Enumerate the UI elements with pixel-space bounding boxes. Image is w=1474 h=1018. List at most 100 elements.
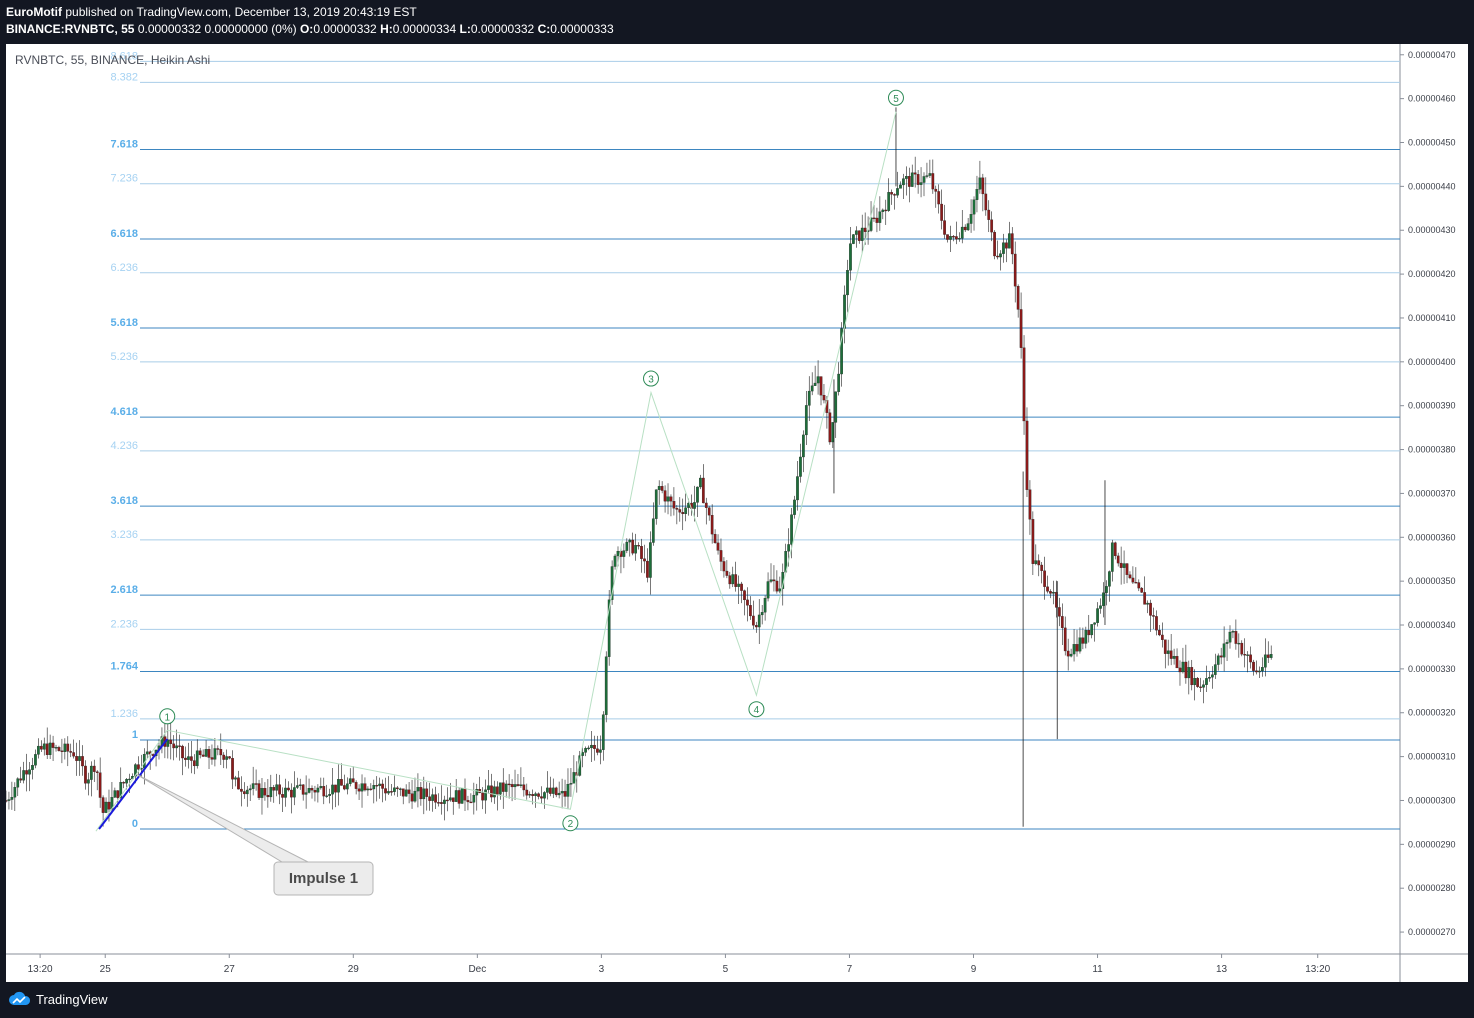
- candle-up: [1110, 542, 1114, 572]
- candle-down: [660, 486, 664, 491]
- wave-label: 5: [893, 94, 899, 105]
- price-tick-label: 0.00000310: [1408, 752, 1456, 762]
- price-tick-label: 0.00000440: [1408, 181, 1456, 191]
- candle-up: [807, 390, 811, 406]
- candle-up: [543, 792, 546, 799]
- time-tick-label: 13:20: [1305, 964, 1330, 975]
- candle-up: [1072, 644, 1076, 655]
- candle-down: [6, 800, 8, 802]
- fib-level-label: 2.618: [110, 584, 138, 596]
- candle-down: [872, 217, 876, 220]
- candle-up: [910, 172, 914, 187]
- fib-level-label: 3.236: [110, 529, 138, 541]
- price-tick-label: 0.00000330: [1408, 664, 1456, 674]
- candle-down: [257, 783, 261, 798]
- candle-down: [228, 756, 231, 759]
- candle-down: [554, 787, 558, 796]
- candle-down: [75, 756, 78, 761]
- candle-down: [340, 779, 343, 786]
- candle-up: [922, 176, 926, 183]
- candle-up: [813, 382, 817, 386]
- candle-down: [996, 255, 999, 258]
- symbol-ohlc-line: BINANCE:RVNBTC, 55 0.00000332 0.00000000…: [6, 22, 614, 36]
- time-tick-label: 13: [1216, 964, 1228, 975]
- candle-down: [313, 790, 317, 793]
- candle-up: [1231, 631, 1235, 633]
- fib-level-label: 0: [132, 818, 138, 830]
- candle-up: [846, 270, 849, 296]
- candle-down: [219, 749, 223, 756]
- candle-down: [84, 765, 87, 784]
- candle-down: [60, 750, 64, 752]
- candle-up: [975, 189, 979, 200]
- price-tick-label: 0.00000300: [1408, 795, 1456, 805]
- candle-up: [604, 656, 608, 715]
- candle-down: [663, 490, 667, 502]
- price-tick-label: 0.00000470: [1408, 50, 1456, 60]
- candle-up: [34, 754, 37, 766]
- candle-down: [190, 756, 193, 761]
- candle-up: [978, 177, 982, 190]
- candle-up: [360, 783, 364, 792]
- candle-down: [172, 743, 176, 749]
- tradingview-logo[interactable]: TradingView: [8, 991, 108, 1007]
- candle-up: [560, 791, 564, 794]
- author-name[interactable]: EuroMotif: [6, 5, 62, 19]
- candle-up: [949, 236, 952, 240]
- chart-frame[interactable]: 0.00000270 0.00000280 0.00000290 0.00000300…: [6, 44, 1468, 982]
- candle-down: [1243, 654, 1247, 656]
- candle-down: [466, 800, 470, 803]
- candle-up: [331, 784, 334, 795]
- candle-down: [563, 791, 567, 797]
- candle-down: [1178, 667, 1182, 673]
- candle-down: [287, 787, 290, 791]
- candle-up: [1052, 591, 1055, 594]
- time-tick-label: 11: [1092, 964, 1103, 975]
- candle-down: [646, 560, 649, 578]
- candle-up: [42, 743, 46, 750]
- candle-down: [822, 394, 826, 401]
- ohlc-l-value: 0.00000332: [470, 22, 535, 36]
- candle-up: [519, 784, 523, 786]
- candle-down: [637, 545, 640, 547]
- candle-down: [890, 192, 893, 195]
- candle-up: [634, 545, 638, 554]
- candle-up: [1263, 654, 1267, 668]
- candle-up: [204, 749, 208, 757]
- candle-down: [192, 760, 196, 767]
- candle-down: [1049, 591, 1052, 594]
- candle-down: [1060, 616, 1064, 629]
- candle-up: [1172, 656, 1176, 659]
- candle-down: [1010, 233, 1014, 255]
- fib-level-label: 7.618: [110, 139, 138, 151]
- candle-up: [796, 476, 799, 501]
- candle-down: [381, 783, 384, 789]
- time-tick-label: 27: [224, 964, 236, 975]
- price-chart[interactable]: 0.00000270 0.00000280 0.00000290 0.00000300…: [6, 44, 1468, 982]
- candle-down: [428, 796, 432, 801]
- callout-pointer: [135, 773, 309, 863]
- candle-up: [528, 794, 532, 796]
- candle-down: [525, 789, 529, 796]
- candle-down: [351, 778, 355, 783]
- candle-down: [1219, 655, 1223, 658]
- candle-up: [245, 789, 249, 795]
- candle-up: [292, 787, 296, 798]
- ohlc-l-key: L:: [459, 22, 471, 36]
- candle-up: [737, 583, 740, 587]
- candle-down: [719, 550, 723, 562]
- price-tick-label: 0.00000370: [1408, 488, 1456, 498]
- candle-down: [95, 771, 99, 773]
- candle-down: [751, 615, 755, 626]
- fib-level-label: 5.236: [110, 351, 138, 363]
- candle-down: [952, 236, 955, 238]
- candle-down: [701, 477, 705, 504]
- candle-down: [301, 784, 305, 795]
- candle-down: [1196, 678, 1199, 687]
- candle-up: [1034, 560, 1038, 564]
- candle-down: [531, 794, 535, 797]
- candle-up: [251, 783, 255, 789]
- candle-down: [931, 173, 935, 190]
- candle-down: [343, 785, 346, 790]
- candle-up: [113, 790, 117, 798]
